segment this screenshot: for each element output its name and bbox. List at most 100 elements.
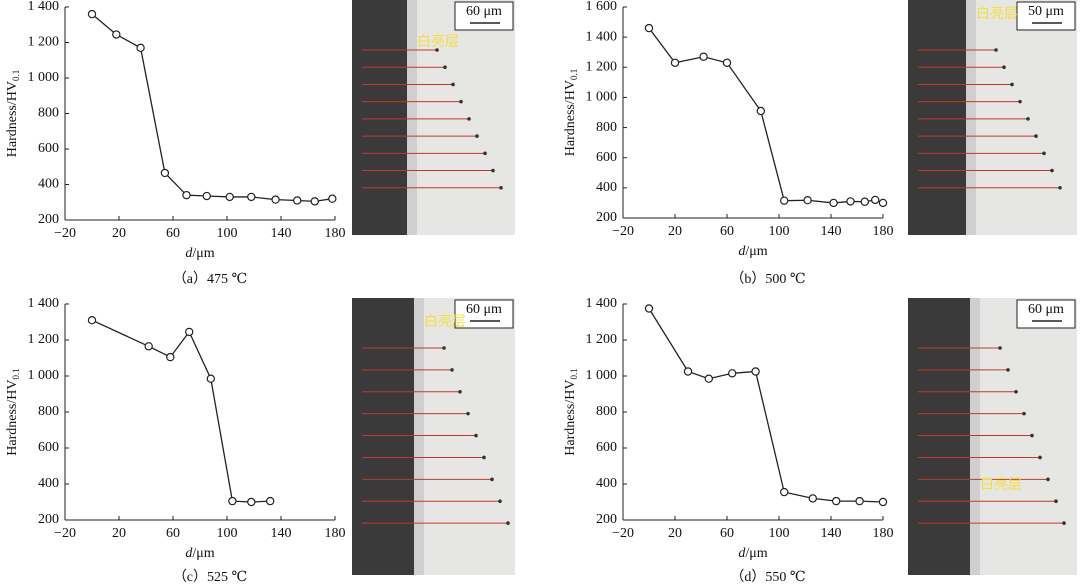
indent [1006,368,1010,372]
layer-label: 白亮层 [417,33,459,50]
indent [498,499,502,504]
indent [490,477,494,482]
data-point [87,316,97,325]
x-axis-label: d/μm [185,246,214,261]
indent [1026,117,1030,121]
y-tick-label: 800 [38,106,59,121]
x-tick-label: 20 [112,526,126,541]
data-point [670,58,680,67]
layer-label: 白亮层 [976,5,1018,22]
micrograph-substrate-dark [908,0,966,235]
scale-bar-box [454,299,514,329]
y-axis-label: Hardness/HV0.1 [563,368,579,455]
data-point [247,192,256,202]
x-tick-label: 60 [166,526,180,541]
y-axis-label-main: Hardness/HV [563,380,578,456]
data-line [91,13,333,203]
indent [442,346,446,350]
x-tick-label: 60 [720,224,734,239]
y-tick-label: 1 200 [586,332,618,347]
indent [1058,185,1062,190]
y-tick-label: 800 [596,120,617,135]
data-point [112,30,121,39]
x-axis-unit: /μm [745,244,767,259]
micrograph-white-layer [407,0,417,235]
y-tick-label: 400 [596,180,617,195]
indent [451,82,455,87]
caption: （a）475 ℃ [173,271,247,287]
y-tick-label: 800 [38,404,59,419]
x-tick-label: 140 [821,224,842,239]
y-axis-label-main: Hardness/HV [5,380,20,456]
indent [506,521,510,525]
y-tick-label: 800 [596,404,617,419]
indent [467,117,471,121]
indent [1018,99,1022,104]
micrograph-substrate-dark [352,298,414,575]
micrograph-white-layer [970,298,980,575]
y-tick-label: 400 [38,476,59,491]
x-tick-label: 100 [217,226,238,241]
y-tick-label: 1 000 [28,70,60,85]
x-tick-label: −20 [54,226,76,241]
indent [458,389,462,394]
x-tick-label: −20 [612,526,634,541]
data-point [808,494,818,503]
y-tick-label: 1 200 [586,60,618,75]
scale-bar-label: 50 μm [1028,4,1064,19]
x-tick-label: 180 [325,226,346,241]
y-tick-label: 1 200 [28,35,60,50]
data-point [704,374,714,383]
data-point [871,195,880,205]
data-point [780,196,789,205]
indent [1054,499,1058,504]
x-tick-label: 20 [668,526,682,541]
x-tick-label: 20 [112,226,126,241]
x-tick-label: −20 [54,526,76,541]
data-point [780,487,789,497]
indent [435,48,439,52]
indent [1050,168,1054,173]
micrograph-white-layer [966,0,976,235]
y-tick-label: 200 [596,512,617,527]
data-line [648,27,884,204]
data-point [87,9,97,19]
data-point [832,496,841,506]
micrograph-substrate-dark [908,298,970,575]
indent [459,99,463,104]
y-tick-label: 400 [38,177,59,192]
x-tick-label: 60 [166,226,180,241]
data-point [310,197,319,206]
indent [1022,411,1026,416]
data-point [136,43,145,53]
data-point [144,342,153,351]
x-tick-label: 100 [217,526,238,541]
indent [1014,389,1018,394]
data-point [846,197,855,206]
y-tick-label: 400 [596,476,617,491]
scale-bar-label: 60 μm [466,4,502,19]
indent [499,185,503,190]
x-tick-label: 180 [325,526,346,541]
y-axis-label-sub: 0.1 [11,70,21,81]
x-axis-label: d/μm [738,546,767,561]
y-tick-label: 1 000 [586,368,618,383]
data-point [756,106,766,116]
micrograph-substrate-dark [352,0,407,235]
y-axis-label: Hardness/HV0.1 [5,368,21,455]
scale-bar-box [1016,299,1076,329]
data-point [855,496,864,506]
y-axis-label: Hardness/HV0.1 [5,70,21,157]
y-axis-label-sub: 0.1 [569,69,579,80]
indent [1034,134,1038,138]
y-axis-label-main: Hardness/HV [5,81,20,157]
data-point [829,198,838,208]
data-point [228,496,237,506]
y-axis-label: Hardness/HV0.1 [563,69,579,156]
y-tick-label: 1 200 [28,332,60,347]
indent [1062,521,1066,525]
data-point [266,496,275,506]
data-point [202,191,211,201]
x-axis-variable: d [185,246,193,261]
